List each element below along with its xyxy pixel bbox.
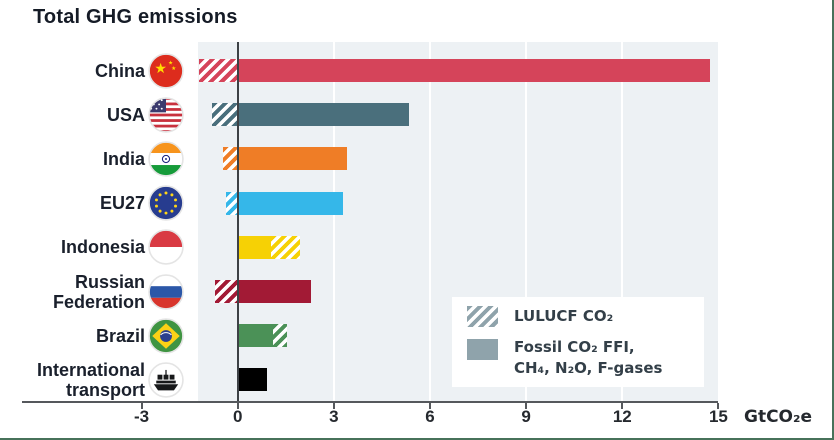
brazil-lulucf-bar <box>272 324 288 348</box>
gridline <box>332 42 335 401</box>
svg-text:★: ★ <box>171 65 176 71</box>
international-transport-ship-icon <box>148 362 184 398</box>
row-label-brazil: Brazil <box>95 325 145 346</box>
tick-mark <box>717 403 720 409</box>
legend-label-lulucf: LULUCF CO₂ <box>514 307 614 325</box>
indonesia-lulucf-bar <box>271 235 301 259</box>
china-fossil-bar <box>237 59 711 82</box>
indonesia-flag-icon <box>148 229 184 266</box>
eu27-flag-icon <box>148 185 184 221</box>
russian-federation-fossil-bar <box>237 280 312 303</box>
legend: LULUCF CO₂ Fossil CO₂ FFI, CH₄, N₂O, F-g… <box>452 297 704 387</box>
brazil-flag-icon <box>148 317 184 354</box>
tick-label: 6 <box>425 407 435 426</box>
row-label-international-transport: International transport <box>36 359 145 400</box>
row-label-india: India <box>102 148 145 169</box>
india-fossil-bar <box>237 147 347 171</box>
tick-mark <box>621 403 624 409</box>
tick-mark <box>332 403 335 409</box>
chart-title: Total GHG emissions <box>33 6 238 28</box>
lulucf-hatched-swatch-icon <box>467 306 498 327</box>
russia-flag-icon <box>148 273 184 310</box>
x-axis-line <box>22 401 718 403</box>
china-flag-icon: ★ ★ ★ <box>148 52 184 89</box>
gridline <box>525 42 528 401</box>
gridline <box>621 42 624 401</box>
tick-label: 9 <box>521 407 531 426</box>
row-label-eu27: EU27 <box>99 193 145 214</box>
eu27-fossil-bar <box>237 191 344 215</box>
indonesia-fossil-bar <box>237 235 272 259</box>
tick-mark <box>429 403 431 409</box>
row-label-usa: USA <box>106 104 145 125</box>
tick-label: 15 <box>708 407 728 426</box>
brazil-fossil-bar <box>237 324 273 348</box>
row-label-russian-federation: Russian Federation <box>52 271 145 312</box>
eu27-lulucf-bar <box>226 191 238 215</box>
india-flag-icon <box>148 141 184 177</box>
x-axis-unit-label: GtCO₂e <box>744 407 812 427</box>
row-label-indonesia: Indonesia <box>60 237 145 258</box>
tick-mark <box>525 403 528 409</box>
tick-label: 0 <box>232 407 243 426</box>
fossil-solid-swatch-icon <box>467 339 498 360</box>
china-lulucf-bar <box>199 59 238 82</box>
usa-flag-icon <box>148 96 184 133</box>
svg-text:★: ★ <box>154 61 166 76</box>
row-label-china: China <box>94 60 145 81</box>
gridline <box>429 42 431 401</box>
usa-lulucf-bar <box>212 103 238 127</box>
india-lulucf-bar <box>223 147 238 171</box>
usa-fossil-bar <box>237 103 410 127</box>
russian-federation-lulucf-bar <box>215 280 238 303</box>
tick-label: 3 <box>329 407 339 426</box>
tick-mark <box>236 403 239 409</box>
tick-mark <box>140 403 143 409</box>
svg-text:★: ★ <box>168 60 173 66</box>
tick-label: 12 <box>612 407 632 426</box>
international-transport-fossil-bar <box>237 368 267 392</box>
legend-label-fossil: Fossil CO₂ FFI, CH₄, N₂O, F-gases <box>514 338 663 377</box>
zero-axis-line <box>236 42 239 401</box>
tick-label: -3 <box>133 407 150 426</box>
